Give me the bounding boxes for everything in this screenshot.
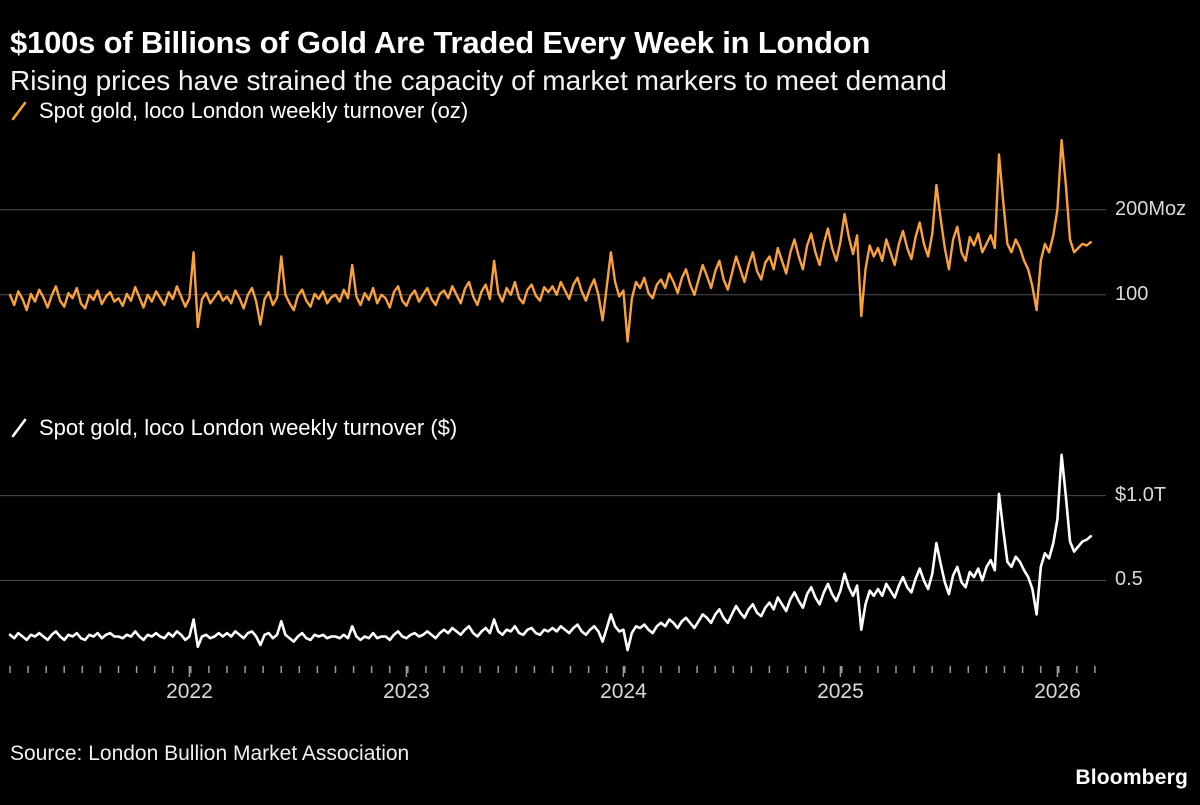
legend-usd: Spot gold, loco London weekly turnover (… bbox=[10, 415, 457, 441]
bloomberg-logo: Bloomberg bbox=[1075, 766, 1188, 789]
x-axis-year-label: 2024 bbox=[600, 680, 647, 703]
x-axis-year-label: 2026 bbox=[1034, 680, 1081, 703]
y-axis-label-200moz: 200Moz bbox=[1115, 197, 1187, 220]
x-axis-year-label: 2025 bbox=[817, 680, 864, 703]
oz-legend-slash-icon bbox=[11, 101, 27, 121]
source-note: Source: London Bullion Market Associatio… bbox=[10, 742, 410, 765]
x-axis-year-label: 2023 bbox=[383, 680, 430, 703]
usd-legend-slash-icon bbox=[11, 418, 27, 438]
page-subtitle: Rising prices have strained the capacity… bbox=[10, 65, 947, 97]
spot-gold-usd-line bbox=[8, 453, 1093, 652]
legend-oz-label: Spot gold, loco London weekly turnover (… bbox=[39, 98, 469, 123]
x-axis-year-label: 2022 bbox=[166, 680, 213, 703]
y-axis-label-1t: $1.0T bbox=[1115, 483, 1167, 506]
spot-gold-oz-line bbox=[8, 138, 1093, 343]
y-axis-label-100: 100 bbox=[1115, 282, 1149, 305]
page-title: $100s of Billions of Gold Are Traded Eve… bbox=[10, 24, 871, 60]
y-axis-label-05: 0.5 bbox=[1115, 568, 1143, 591]
legend-usd-label: Spot gold, loco London weekly turnover (… bbox=[39, 415, 458, 440]
legend-oz: Spot gold, loco London weekly turnover (… bbox=[10, 98, 468, 124]
